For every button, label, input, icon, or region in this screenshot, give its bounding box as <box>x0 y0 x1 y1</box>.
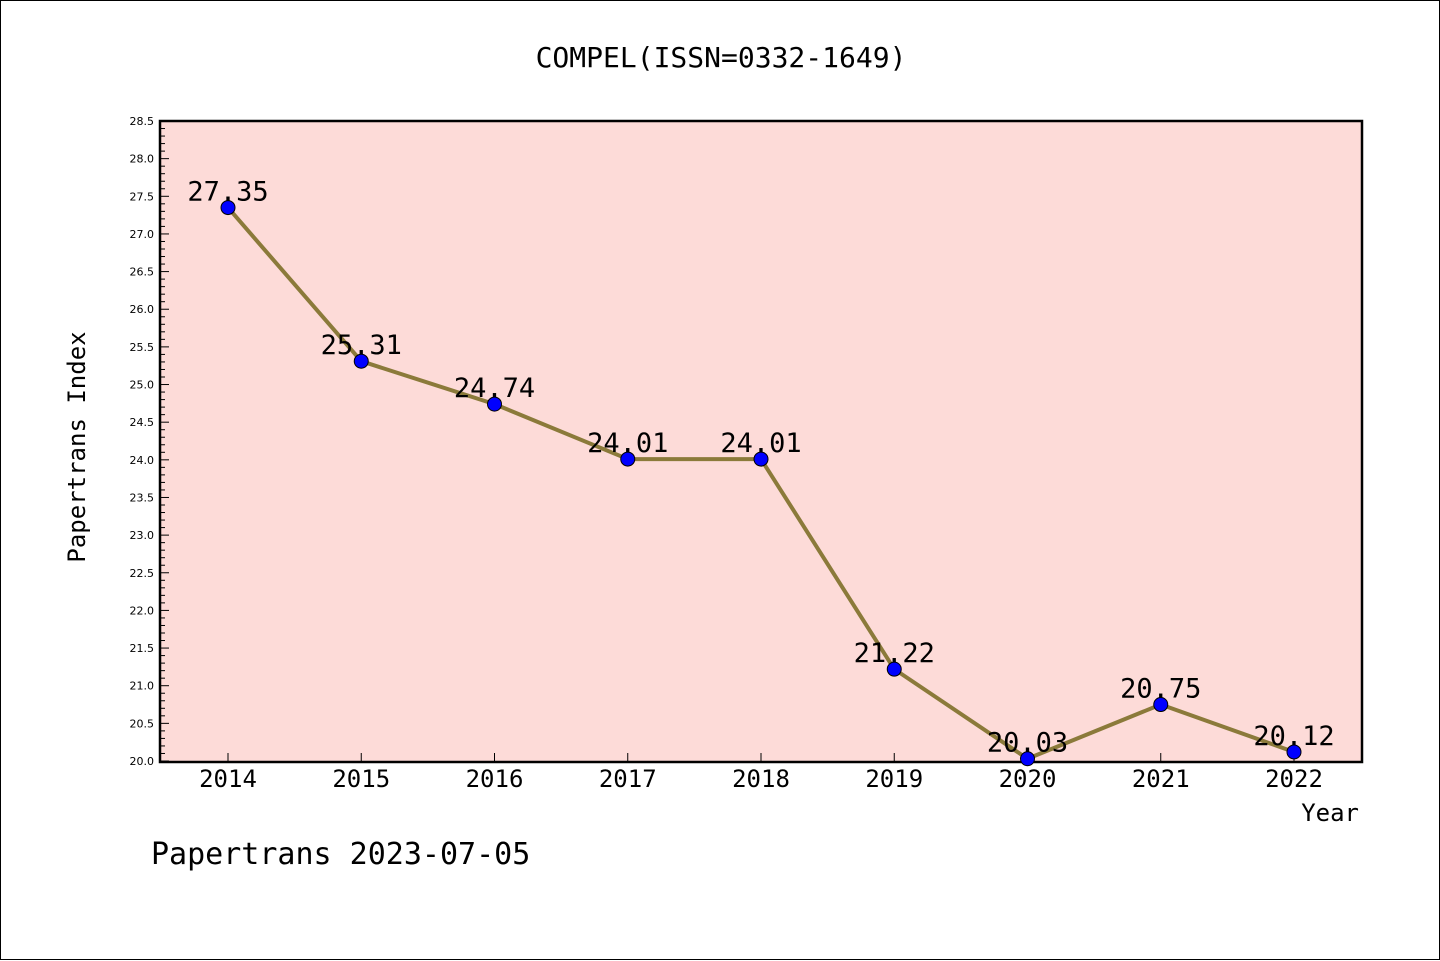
data-point <box>220 200 236 216</box>
data-label: 27.35 <box>187 177 268 208</box>
y-tick-label: 25.0 <box>130 379 155 392</box>
y-tick-label: 24.5 <box>130 416 155 429</box>
y-tick-label: 26.0 <box>130 303 155 316</box>
x-tick-label: 2017 <box>599 765 657 793</box>
y-tick-label: 27.0 <box>130 228 155 241</box>
y-tick-label: 23.0 <box>130 529 155 542</box>
y-tick-label: 27.5 <box>130 190 155 203</box>
data-point <box>753 451 769 467</box>
data-label: 24.01 <box>720 428 801 459</box>
x-tick-label: 2016 <box>466 765 524 793</box>
x-tick-label: 2014 <box>199 765 257 793</box>
data-point <box>487 396 502 412</box>
x-tick-label: 2020 <box>999 765 1057 793</box>
x-axis: 2014 2015 2016 2017 2018 2019 2020 2021 2022 <box>199 753 1323 793</box>
footer-credit: Papertrans 2023-07-05 <box>151 837 530 872</box>
data-label: 24.01 <box>587 428 668 459</box>
y-axis: 20.0 20.5 21.0 21.5 22.0 22.5 23.0 23.5 24.0 24.5… <box>130 115 169 768</box>
chart-title: COMPEL(ISSN=0332-1649) <box>536 41 907 74</box>
x-tick-label: 2021 <box>1132 765 1190 793</box>
y-tick-label: 24.0 <box>130 454 155 467</box>
y-tick-label: 20.5 <box>130 717 155 730</box>
y-tick-label: 23.5 <box>130 491 155 504</box>
y-axis-label: Papertrans Index <box>63 331 91 562</box>
y-tick-label: 26.5 <box>130 266 155 279</box>
plot-area <box>158 119 1364 764</box>
data-label: 20.03 <box>987 728 1068 759</box>
x-axis-label: Year <box>1301 799 1359 827</box>
y-tick-label: 28.5 <box>130 115 155 128</box>
data-labels: 27.35 25.31 24.74 24.01 24.01 21.22 20.03 20.75… <box>187 177 1334 759</box>
series-markers <box>220 200 1302 767</box>
data-point <box>1153 697 1169 713</box>
y-tick-label: 28.0 <box>130 153 155 166</box>
y-tick-label: 21.0 <box>130 680 155 693</box>
data-point <box>1286 744 1302 760</box>
y-tick-label: 22.5 <box>130 567 155 580</box>
y-tick-label: 25.5 <box>130 341 155 354</box>
data-point <box>353 353 369 369</box>
data-label: 20.75 <box>1120 674 1201 705</box>
data-label: 24.74 <box>454 373 535 404</box>
data-point <box>620 451 636 467</box>
y-tick-label: 20.0 <box>130 755 155 768</box>
y-tick-label: 21.5 <box>130 642 155 655</box>
x-tick-label: 2019 <box>865 765 923 793</box>
y-tick-label: 22.0 <box>130 604 155 617</box>
data-label: 25.31 <box>321 330 402 361</box>
x-tick-label: 2018 <box>732 765 790 793</box>
data-point <box>886 661 902 677</box>
data-point <box>1020 751 1035 767</box>
data-label: 21.22 <box>854 638 935 669</box>
data-label: 20.12 <box>1253 721 1334 752</box>
x-tick-label: 2022 <box>1265 765 1323 793</box>
x-tick-label: 2015 <box>332 765 390 793</box>
